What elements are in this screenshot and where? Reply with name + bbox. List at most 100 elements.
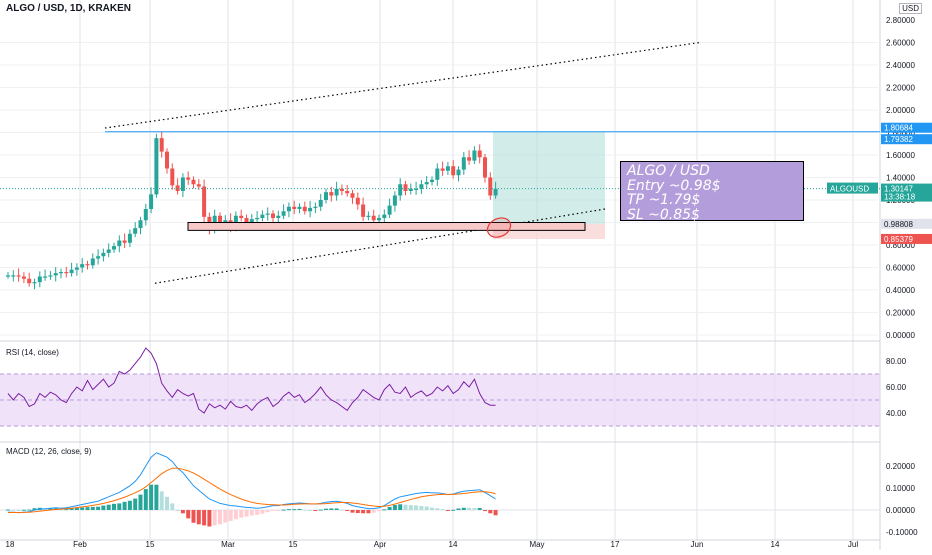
candle-body-82 (440, 168, 445, 171)
candle-body-53 (286, 206, 291, 212)
macd-hist-56 (302, 509, 307, 511)
macd-hist-87 (467, 507, 472, 510)
note-sl: SL ~0.85$ (627, 206, 700, 223)
candle-body-90 (483, 157, 487, 178)
macd-hist-91 (488, 510, 493, 514)
macd-hist-78 (419, 506, 424, 510)
macd-hist-86 (461, 507, 466, 510)
candle-body-78 (419, 184, 424, 189)
candle-body-52 (281, 211, 286, 216)
candle-body-20 (112, 246, 116, 250)
tag-tp-text-0: 1.80684 (884, 124, 913, 133)
candle-body-3 (21, 276, 26, 279)
tag-sl-bg (881, 233, 932, 244)
candle-body-24 (133, 228, 138, 234)
macd-hist-19 (106, 504, 111, 510)
macd-hist-68 (366, 510, 371, 514)
macd-hist-39 (212, 510, 217, 526)
rsi-tick-1: 60.00 (886, 383, 907, 392)
macd-hist-18 (101, 505, 106, 510)
macd-hist-12 (69, 508, 74, 510)
note-tp: TP ~1.79$ (627, 192, 701, 208)
upper-trendline[interactable] (104, 41, 701, 129)
symbol-title: ALGO / USD, 1D, KRAKEN (6, 3, 132, 14)
macd-hist-65 (350, 510, 355, 513)
candle-body-70 (377, 218, 381, 221)
candle-body-51 (276, 215, 281, 218)
macd-hist-48 (260, 510, 265, 514)
candle-body-30 (165, 151, 169, 169)
candle-body-91 (488, 177, 493, 196)
candle-body-72 (387, 205, 392, 215)
grid-lines (0, 0, 881, 550)
candle-body-81 (435, 168, 440, 180)
macd-hist-33 (180, 510, 185, 514)
candle-body-19 (106, 249, 111, 253)
time-tick-4: 15 (289, 540, 298, 549)
macd-hist-36 (196, 510, 201, 525)
macd-hist-37 (202, 510, 207, 526)
candle-body-28 (154, 138, 159, 195)
candles (6, 132, 498, 290)
candle-body-73 (392, 195, 397, 206)
macd-hist-4 (27, 509, 32, 511)
price-tick-3: 2.20000 (886, 84, 915, 93)
price-tick-6: 1.60000 (886, 151, 915, 160)
macd-hist-3 (21, 509, 26, 511)
candle-body-45 (244, 218, 249, 225)
candle-body-57 (308, 207, 313, 212)
candle-body-27 (149, 194, 154, 209)
macd-hist-90 (483, 510, 487, 511)
candle-body-5 (32, 282, 37, 284)
candle-body-11 (64, 272, 69, 274)
time-tick-10: 14 (771, 540, 780, 549)
macd-hist-67 (361, 510, 366, 514)
candle-body-77 (414, 188, 419, 190)
price-tick-2: 2.40000 (886, 61, 915, 70)
candle-body-49 (265, 213, 270, 215)
drawings[interactable] (0, 41, 880, 284)
macd-hist-16 (90, 506, 95, 510)
tag-entry-bg (881, 218, 932, 229)
candle-body-29 (159, 138, 164, 152)
support-rectangle[interactable] (187, 222, 586, 231)
macd-hist-73 (392, 504, 397, 510)
rsi-line (7, 347, 496, 414)
macd-hist-5 (32, 508, 37, 510)
candle-body-44 (239, 215, 244, 218)
entry-circle[interactable] (484, 214, 513, 240)
candle-body-37 (202, 186, 207, 217)
time-tick-5: Apr (374, 540, 387, 549)
time-tick-0: 18 (6, 540, 15, 549)
macd-hist-32 (175, 510, 180, 511)
macd-hist-40 (218, 510, 222, 525)
tag-entry-text-0: 0.98808 (884, 220, 913, 229)
macd-hist-8 (48, 508, 53, 510)
macd-tick-0: 0.20000 (886, 462, 915, 471)
macd-hist-25 (138, 494, 143, 510)
candle-body-43 (233, 215, 238, 227)
note-title: ALGO / USD (627, 163, 710, 179)
macd-hist-59 (318, 509, 323, 511)
macd-hist-31 (170, 503, 175, 510)
macd-hist-75 (403, 504, 408, 510)
candle-body-6 (37, 276, 42, 283)
rsi-pane (0, 347, 880, 427)
currency-button[interactable]: USD (899, 3, 922, 14)
candle-body-80 (430, 179, 434, 182)
candle-body-79 (424, 182, 429, 185)
macd-hist-35 (191, 510, 196, 523)
candle-body-85 (456, 169, 461, 176)
time-tick-2: 15 (146, 540, 155, 549)
candle-body-26 (143, 209, 148, 221)
macd-hist-22 (122, 501, 127, 510)
trade-note[interactable]: ALGO / USD Entry ~0.98$ TP ~1.79$ SL ~0.… (620, 161, 804, 223)
candle-body-21 (117, 240, 122, 247)
macd-hist-46 (249, 510, 254, 516)
candle-body-69 (371, 215, 376, 221)
candle-body-12 (69, 269, 74, 274)
macd-hist-11 (64, 509, 69, 511)
macd-hist-2 (16, 510, 21, 511)
